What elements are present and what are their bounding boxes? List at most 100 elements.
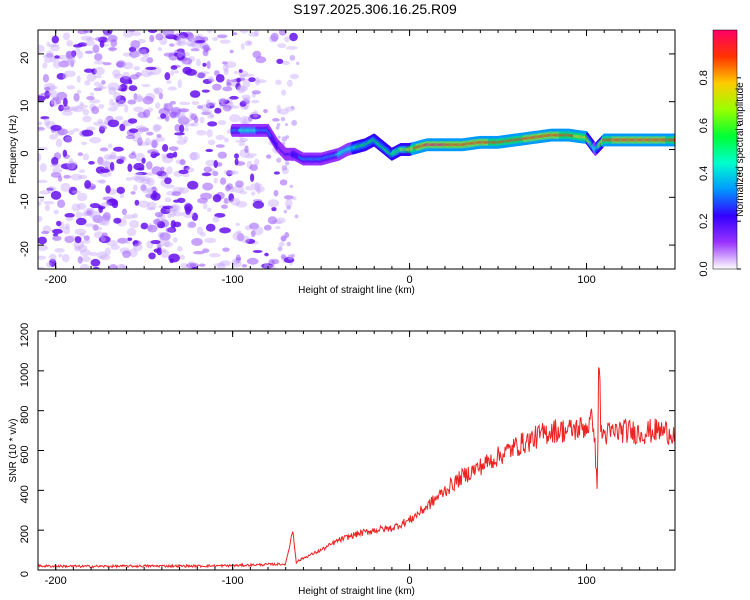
noise-speckle <box>203 166 212 173</box>
noise-speckle <box>202 202 208 210</box>
noise-speckle <box>42 54 51 59</box>
noise-speckle <box>126 228 137 237</box>
noise-speckle <box>196 226 204 235</box>
noise-speckle <box>171 191 182 197</box>
noise-speckle <box>177 114 187 119</box>
noise-speckle <box>242 78 251 88</box>
noise-speckle <box>82 108 90 116</box>
noise-speckle <box>99 40 105 48</box>
noise-speckle <box>142 109 151 118</box>
noise-speckle <box>170 65 178 70</box>
noise-speckle <box>98 221 106 226</box>
noise-speckle <box>102 161 111 169</box>
noise-speckle <box>77 152 84 157</box>
noise-speckle <box>135 172 148 176</box>
snr-x-tick-label: 100 <box>577 575 595 587</box>
noise-speckle <box>175 41 187 47</box>
noise-speckle <box>38 215 43 222</box>
noise-speckle <box>285 198 293 208</box>
noise-speckle <box>84 223 96 227</box>
noise-speckle <box>50 171 62 178</box>
noise-speckle <box>91 214 100 220</box>
noise-speckle <box>151 166 162 175</box>
noise-speckle <box>81 240 91 244</box>
noise-speckle <box>222 86 233 92</box>
noise-speckle <box>177 116 190 125</box>
noise-speckle <box>91 68 97 75</box>
noise-speckle <box>159 30 165 37</box>
noise-speckle <box>170 107 182 116</box>
noise-speckle <box>66 40 74 47</box>
noise-speckle <box>221 204 228 209</box>
noise-speckle <box>205 62 212 66</box>
noise-speckle <box>236 233 245 242</box>
noise-speckle <box>228 193 235 203</box>
noise-speckle <box>206 207 212 213</box>
noise-speckle <box>77 256 83 264</box>
noise-speckle <box>140 69 153 78</box>
noise-speckle <box>116 186 125 194</box>
noise-speckle <box>235 222 240 226</box>
noise-speckle <box>160 249 170 259</box>
spectrogram-y-tick-label: -20 <box>19 241 31 257</box>
noise-speckle <box>100 202 111 208</box>
noise-speckle <box>177 197 186 204</box>
noise-speckle <box>202 248 210 253</box>
noise-speckle <box>132 133 143 143</box>
noise-speckle <box>247 116 253 122</box>
noise-speckle <box>223 169 236 175</box>
noise-speckle <box>84 40 96 46</box>
noise-speckle <box>164 72 171 81</box>
noise-speckle <box>291 119 298 126</box>
noise-speckle <box>235 82 241 91</box>
noise-speckle <box>267 199 280 208</box>
noise-speckle <box>179 101 191 106</box>
noise-speckle <box>261 263 274 269</box>
noise-speckle <box>132 213 138 219</box>
noise-speckle <box>101 80 106 85</box>
noise-speckle <box>146 177 155 187</box>
noise-speckle <box>194 71 207 79</box>
noise-speckle <box>199 104 211 111</box>
noise-speckle <box>195 58 201 67</box>
noise-speckle <box>65 50 76 60</box>
noise-speckle <box>212 37 219 41</box>
noise-speckle <box>81 141 88 146</box>
noise-speckle <box>92 266 100 269</box>
noise-speckle <box>191 212 199 222</box>
spectrogram-x-tick-label: -200 <box>45 274 67 286</box>
noise-speckle <box>276 104 281 114</box>
noise-speckle <box>247 153 258 157</box>
noise-speckle <box>176 139 187 145</box>
noise-speckle <box>239 115 251 125</box>
noise-speckle <box>75 47 80 53</box>
noise-speckle <box>152 218 161 225</box>
noise-speckle <box>215 74 225 83</box>
noise-speckle <box>96 179 106 184</box>
noise-speckle <box>172 211 184 217</box>
noise-speckle <box>233 71 239 75</box>
noise-speckle <box>64 223 70 230</box>
noise-speckle <box>229 49 234 54</box>
noise-speckle <box>281 165 288 171</box>
noise-speckle <box>148 30 158 34</box>
spectrogram-x-tick-label: 0 <box>407 274 413 286</box>
noise-speckle <box>142 96 154 105</box>
noise-speckle <box>281 89 287 96</box>
noise-speckle <box>197 105 204 110</box>
noise-speckle <box>97 156 104 165</box>
noise-speckle <box>127 237 133 241</box>
noise-speckle <box>102 30 113 36</box>
noise-speckle <box>266 154 272 159</box>
noise-speckle <box>68 186 78 196</box>
noise-speckle <box>235 139 246 143</box>
noise-speckle <box>43 200 55 205</box>
noise-speckle <box>206 129 213 138</box>
noise-speckle <box>153 87 164 94</box>
noise-speckle <box>241 94 251 100</box>
noise-speckle <box>254 185 265 193</box>
noise-speckle <box>105 185 111 194</box>
noise-speckle <box>73 240 85 250</box>
noise-speckle <box>209 113 214 118</box>
noise-speckle <box>40 116 50 120</box>
